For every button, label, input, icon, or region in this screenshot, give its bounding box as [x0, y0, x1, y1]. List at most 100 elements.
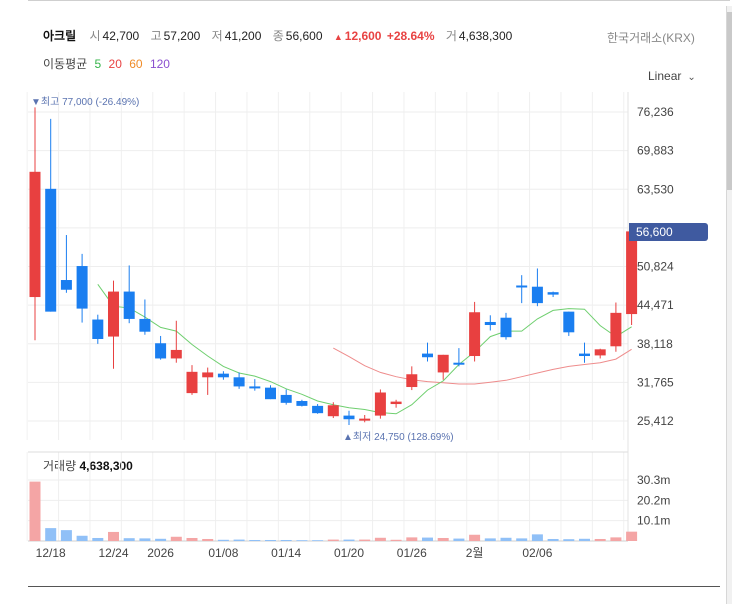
price-change-percent: +28.64%: [386, 29, 435, 43]
bottom-border: [28, 586, 720, 587]
scrollbar[interactable]: [726, 6, 732, 604]
volume-label: 거: [445, 29, 457, 43]
close-price: 56,600: [285, 29, 323, 43]
candle-body: [626, 231, 638, 315]
high-price: 57,200: [163, 29, 201, 43]
candle-body: [406, 374, 418, 388]
volume-bar: [92, 537, 104, 541]
volume-tick-label: 20.2m: [637, 493, 670, 507]
volume-bar: [469, 534, 481, 541]
close-label: 종: [272, 29, 284, 43]
x-tick-label: 2026: [147, 546, 174, 560]
price-tick-label: 25,412: [637, 414, 674, 428]
x-tick-label: 01/20: [334, 546, 364, 560]
candle-body: [374, 392, 386, 416]
volume-tick-label: 10.1m: [637, 514, 670, 528]
moving-average-legend: 이동평균 5 20 60 120: [43, 55, 174, 72]
current-price-tag: 56,600: [629, 223, 708, 241]
scale-label: Linear: [648, 69, 682, 83]
ma-legend-60[interactable]: 60: [129, 57, 143, 71]
candle-body: [327, 405, 339, 417]
price-tick-label: 69,883: [637, 144, 674, 158]
volume-bar: [108, 531, 119, 541]
volume-bar: [406, 537, 418, 541]
x-tick-label: 2월: [466, 546, 484, 560]
candle-body: [265, 387, 276, 400]
volume-bar: [547, 538, 559, 541]
candle-body: [312, 405, 324, 414]
candle-body: [249, 386, 261, 389]
candle-body: [484, 321, 496, 326]
candle-body: [610, 312, 622, 347]
volume-panel-value: 4,638,300: [79, 459, 133, 473]
candle-body: [108, 291, 119, 337]
exchange-name: 한국거래소(KRX): [607, 31, 695, 45]
candle-body: [186, 371, 198, 394]
volume-bar: [29, 481, 41, 541]
candle-body: [343, 415, 355, 420]
volume-bar: [626, 531, 638, 541]
low-price: 41,200: [224, 29, 262, 43]
candle-body: [45, 188, 57, 312]
volume-bar: [155, 538, 167, 541]
volume-bar: [594, 538, 606, 541]
candle-body: [76, 266, 88, 309]
price-tick-label: 63,530: [637, 182, 674, 196]
volume-bar: [610, 537, 622, 541]
chevron-down-icon: ⌄: [687, 72, 696, 83]
volume-bar: [296, 540, 308, 541]
high-label: 고: [150, 29, 162, 43]
volume-bar: [170, 536, 182, 541]
ma-legend-20[interactable]: 20: [108, 57, 122, 71]
low-label: 저: [211, 29, 223, 43]
candle-body: [296, 401, 308, 406]
volume-bar: [563, 539, 575, 541]
up-arrow-icon: ▲: [333, 32, 343, 42]
candle-body: [579, 353, 590, 357]
x-tick-label: 12/18: [36, 546, 66, 560]
candle-body: [359, 418, 371, 421]
ma-legend-5[interactable]: 5: [94, 57, 102, 71]
volume-bar: [76, 535, 88, 541]
volume-bar: [579, 538, 590, 541]
ma5-line: [97, 284, 632, 415]
volume-bar: [139, 538, 151, 541]
candle-body: [233, 377, 245, 387]
candle-body: [390, 401, 402, 405]
price-tick-label: 31,765: [637, 375, 674, 389]
volume-panel-title: 거래량 4,638,300: [43, 457, 133, 474]
volume-tick-label: 30.3m: [637, 473, 670, 487]
max-price-label: ▼최고 77,000 (-26.49%): [31, 96, 139, 108]
candle-body: [516, 285, 528, 288]
x-tick-label: 01/26: [397, 546, 427, 560]
candle-body: [92, 319, 104, 339]
volume-panel-label: 거래량: [43, 459, 77, 473]
volume-bar: [249, 539, 261, 541]
candle-body: [139, 318, 151, 332]
candle-body: [547, 292, 559, 295]
top-border: [28, 0, 730, 6]
volume-bar: [531, 534, 543, 541]
volume-bar: [280, 539, 292, 541]
candle-body: [437, 354, 449, 373]
scale-selector[interactable]: Linear ⌄: [648, 69, 696, 83]
candle-body: [422, 353, 433, 358]
volume-bar: [45, 528, 57, 541]
candle-body: [280, 394, 292, 403]
volume-bar: [123, 538, 135, 541]
ma-legend-title: 이동평균: [43, 57, 88, 71]
price-tick-label: 44,471: [637, 298, 674, 312]
x-tick-label: 02/06: [522, 546, 552, 560]
price-change: 12,600: [344, 29, 382, 43]
x-tick-label: 01/14: [271, 546, 301, 560]
volume-bar: [60, 530, 72, 541]
candle-body: [60, 280, 72, 290]
volume-bar: [312, 540, 324, 541]
volume-bar: [327, 539, 339, 541]
price-tick-label: 50,824: [637, 260, 674, 274]
ma-legend-120[interactable]: 120: [149, 57, 170, 71]
candle-body: [500, 317, 512, 338]
scrollbar-thumb[interactable]: [727, 12, 732, 190]
min-price-label: ▲최저 24,750 (128.69%): [343, 431, 454, 443]
